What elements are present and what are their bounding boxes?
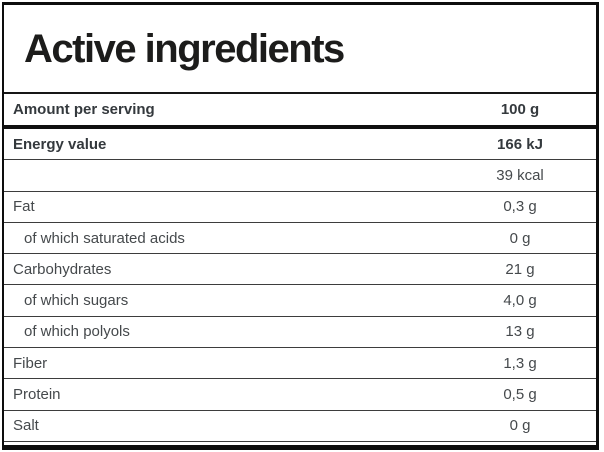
row-value: 166 kJ xyxy=(497,135,543,153)
row-value: 4,0 g xyxy=(503,292,537,310)
page-title: Active ingredients xyxy=(24,26,345,71)
table-row: Carbohydrates 21 g xyxy=(4,254,596,286)
row-value: 0,5 g xyxy=(503,386,537,404)
row-value: 0 g xyxy=(509,229,531,247)
table-row: Energy value 166 kJ xyxy=(4,129,596,161)
row-value: 1,3 g xyxy=(503,354,537,372)
row-label: Carbohydrates xyxy=(13,260,112,278)
row-label: Energy value xyxy=(13,135,107,153)
row-label: Protein xyxy=(13,386,61,404)
row-label: Salt xyxy=(13,417,39,435)
row-label: of which saturated acids xyxy=(24,229,185,247)
nutrition-table: Active ingredients Amount per serving 10… xyxy=(2,2,599,450)
header-row-value: 100 g xyxy=(500,101,540,118)
row-value: 0 g xyxy=(509,417,531,435)
table-row: Protein 0,5 g xyxy=(4,379,596,411)
row-label: Fiber xyxy=(13,354,48,372)
table-title-bar: Active ingredients xyxy=(4,5,596,94)
table-row: Salt 0 g xyxy=(4,411,596,442)
table-row: of which sugars 4,0 g xyxy=(4,285,596,317)
row-value: 21 g xyxy=(505,260,535,278)
row-value: 0,3 g xyxy=(503,198,537,216)
table-header-row: Amount per serving 100 g xyxy=(4,94,596,129)
table-row: of which polyols 13 g xyxy=(4,317,596,349)
header-row-label: Amount per serving xyxy=(13,101,155,118)
row-label: of which polyols xyxy=(24,323,130,341)
table-row: Fat 0,3 g xyxy=(4,192,596,223)
row-value: 13 g xyxy=(505,323,535,341)
row-label: of which sugars xyxy=(24,292,129,310)
row-label: Fat xyxy=(13,198,35,216)
table-row: of which saturated acids 0 g xyxy=(4,223,596,255)
table-row: Fiber 1,3 g xyxy=(4,348,596,380)
table-row: 39 kcal xyxy=(4,160,596,192)
row-value: 39 kcal xyxy=(496,166,544,184)
